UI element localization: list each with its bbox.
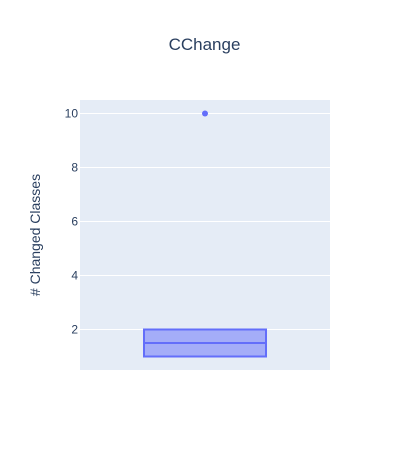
y-tick-label: 8 [71,161,78,175]
y-axis-label: # Changed Classes [27,174,43,296]
y-tick-label: 6 [71,215,78,229]
y-axis-ticks: 2 4 6 8 10 [65,107,79,337]
outlier-point [202,111,208,117]
y-tick-label: 10 [65,107,79,121]
chart-title: CChange [169,35,241,54]
y-tick-label: 4 [71,269,78,283]
y-tick-label: 2 [71,323,78,337]
